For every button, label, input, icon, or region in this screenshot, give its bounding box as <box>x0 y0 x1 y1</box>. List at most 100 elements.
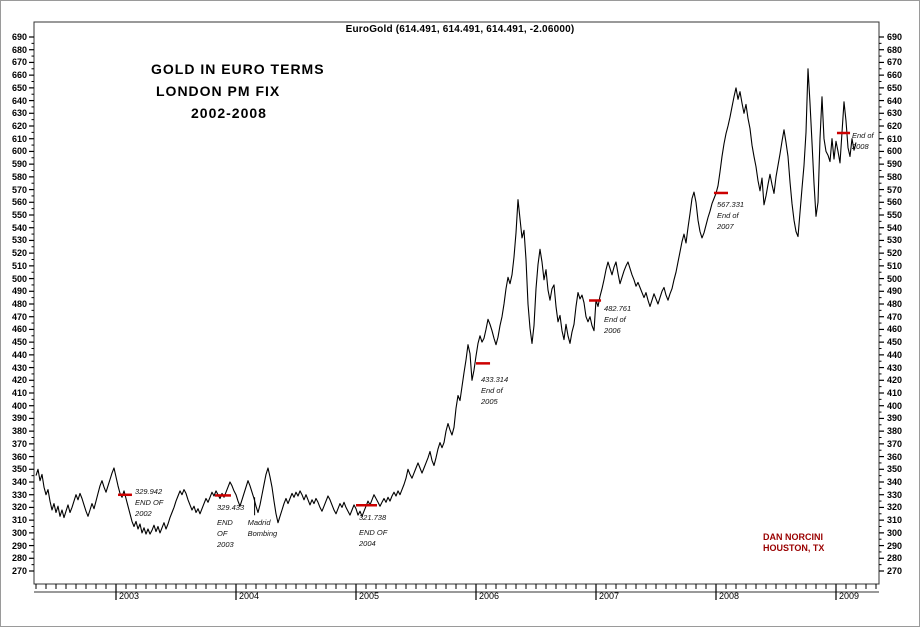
y-axis-label-right: 580 <box>887 171 903 182</box>
annotation-line: END <box>217 518 233 528</box>
y-axis-label-left: 600 <box>11 146 27 157</box>
y-axis-label-right: 640 <box>887 95 903 106</box>
y-axis-label-right: 650 <box>887 82 903 93</box>
y-axis-label-right: 520 <box>887 248 903 259</box>
annotation-line: Bombing <box>247 529 278 539</box>
y-axis-label-right: 280 <box>887 553 903 564</box>
x-axis-year-label: 2004 <box>239 591 260 601</box>
y-axis-label-right: 350 <box>887 464 903 475</box>
y-axis-label-left: 280 <box>11 553 27 564</box>
y-axis-label-left: 660 <box>11 70 27 81</box>
x-axis-year-label: 2005 <box>359 591 380 601</box>
annotation-line: 2003 <box>217 540 234 550</box>
y-axis-label-right: 510 <box>887 260 903 271</box>
watermark-line-2: HOUSTON, TX <box>763 542 825 553</box>
y-axis-label-left: 410 <box>11 388 27 398</box>
y-axis-label-right: 690 <box>887 32 903 42</box>
annotation-line: 482.761 <box>604 304 632 314</box>
y-axis-label-right: 310 <box>887 515 903 526</box>
y-axis-label-left: 650 <box>11 82 27 93</box>
y-axis-label-left: 340 <box>11 477 27 487</box>
annotation-end-2004: 321.738 END OF 2004 <box>359 512 387 549</box>
y-axis-label-left: 350 <box>11 464 27 475</box>
annotation-line: 321.738 <box>359 513 387 523</box>
y-axis-label-left: 420 <box>11 375 27 386</box>
annotation-line: 2006 <box>604 326 621 336</box>
y-axis-label-left: 460 <box>11 324 27 335</box>
annotation-end-2003: 329.433 END OF 2003 <box>217 502 244 550</box>
headline-line-2: LONDON PM FIX <box>156 83 281 99</box>
y-axis-label-left: 520 <box>11 248 27 259</box>
annotation-line: 2004 <box>359 539 376 549</box>
y-axis-label-right: 670 <box>887 57 903 68</box>
annotation-end-2008: End of 2008 <box>852 130 874 152</box>
annotation-line: 329.433 <box>217 503 245 513</box>
x-axis-year-label: 2008 <box>719 591 740 601</box>
y-axis-label-left: 310 <box>11 515 27 526</box>
y-axis-label-right: 630 <box>887 108 903 119</box>
y-axis-label-left: 590 <box>11 159 27 170</box>
y-axis-label-right: 390 <box>887 413 903 424</box>
y-axis-label-right: 620 <box>887 121 903 131</box>
y-axis-label-left: 290 <box>11 540 27 551</box>
y-axis-label-right: 660 <box>887 70 903 81</box>
y-axis-label-left: 680 <box>11 44 27 55</box>
x-axis-year-label: 2003 <box>119 591 140 601</box>
y-axis-label-right: 380 <box>887 426 903 437</box>
y-axis-label-left: 510 <box>11 260 27 271</box>
y-axis-label-left: 490 <box>11 286 27 297</box>
y-axis-label-right: 480 <box>887 299 903 309</box>
x-axis-year-label: 2009 <box>839 591 860 601</box>
y-axis-label-right: 410 <box>887 388 903 398</box>
y-axis-label-right: 560 <box>887 197 903 208</box>
y-axis-label-left: 670 <box>11 57 27 68</box>
annotation-line: End of <box>851 131 874 140</box>
y-axis-label-left: 560 <box>11 197 27 208</box>
y-axis-label-right: 600 <box>887 146 903 157</box>
price-line <box>35 68 857 535</box>
watermark-line-1: DAN NORCINI <box>763 532 823 542</box>
watermark: DAN NORCINI HOUSTON, TX <box>763 532 824 553</box>
y-axis-label-left: 690 <box>11 32 27 42</box>
y-axis-label-right: 270 <box>887 566 903 576</box>
headline-line-1: GOLD IN EURO TERMS <box>151 61 325 77</box>
y-axis-label-right: 530 <box>887 235 903 246</box>
y-axis-label-right: 360 <box>887 451 903 462</box>
y-axis-label-right: 590 <box>887 159 903 170</box>
y-axis-label-left: 430 <box>11 362 27 373</box>
y-axis-label-left: 370 <box>11 438 27 449</box>
plot-frame <box>33 21 880 593</box>
annotation-line: 2008 <box>851 142 869 151</box>
y-axis-label-left: 610 <box>11 133 27 144</box>
y-axis-label-left: 580 <box>11 171 27 182</box>
y-axis-label-right: 370 <box>887 438 903 449</box>
y-axis-label-right: 340 <box>887 477 903 487</box>
y-axis-label-left: 620 <box>11 121 27 131</box>
annotation-end-2005: 433.314 End of 2005 <box>481 374 508 407</box>
y-axis-label-right: 300 <box>887 527 903 538</box>
y-axis-label-right: 460 <box>887 324 903 335</box>
annotation-line: END OF <box>359 528 388 538</box>
y-axis-label-right: 330 <box>887 489 903 500</box>
y-axis-label-right: 320 <box>887 502 903 513</box>
y-axis-label-right: 440 <box>887 349 903 360</box>
annotation-line: 2005 <box>481 397 498 407</box>
y-axis-label-left: 480 <box>11 299 27 309</box>
annotation-end-2002: 329.942 END OF 2002 <box>135 486 163 519</box>
chart-headline: GOLD IN EURO TERMS LONDON PM FIX 2002-20… <box>151 58 325 124</box>
y-axis-label-left: 540 <box>11 222 27 233</box>
y-axis-label-right: 290 <box>887 540 903 551</box>
y-axis-label-left: 330 <box>11 489 27 500</box>
y-axis-label-right: 450 <box>887 337 903 348</box>
y-axis-label-right: 500 <box>887 273 903 284</box>
y-axis-label-left: 300 <box>11 527 27 538</box>
y-axis-label-right: 430 <box>887 362 903 373</box>
annotation-madrid-bombing: Madrid Bombing <box>248 517 278 539</box>
y-axis-label-left: 390 <box>11 413 27 424</box>
chart-title: EuroGold (614.491, 614.491, 614.491, -2.… <box>345 24 575 35</box>
annotation-line: 2007 <box>716 221 734 231</box>
annotation-line: 433.314 <box>481 375 509 385</box>
annotation-line: End of <box>716 210 739 220</box>
